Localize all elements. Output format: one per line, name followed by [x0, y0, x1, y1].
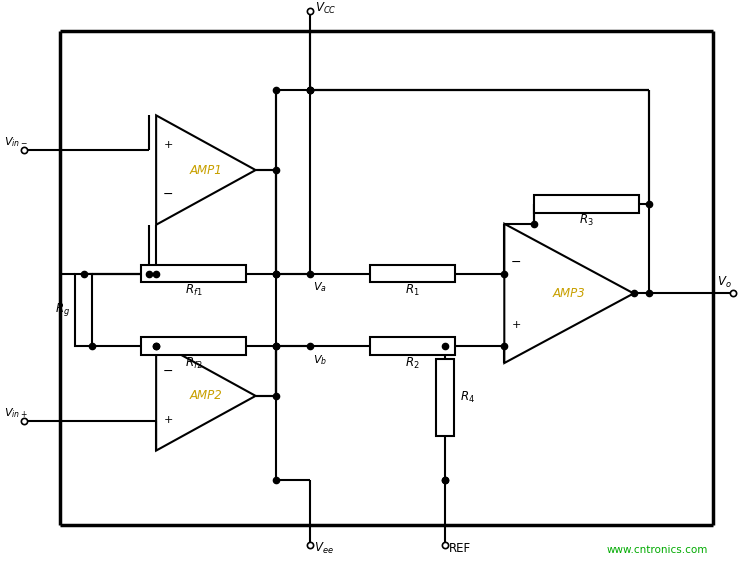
- Text: AMP2: AMP2: [189, 389, 222, 402]
- Text: $V_a$: $V_a$: [313, 280, 327, 294]
- Text: $V_b$: $V_b$: [313, 353, 327, 367]
- Text: +: +: [163, 415, 173, 425]
- Bar: [534, 195, 639, 213]
- Text: AMP1: AMP1: [189, 164, 222, 176]
- Text: REF: REF: [448, 542, 471, 555]
- Text: $R_4$: $R_4$: [460, 390, 474, 405]
- Text: $R_{f2}$: $R_{f2}$: [185, 356, 202, 370]
- Text: $V_{ee}$: $V_{ee}$: [314, 541, 334, 556]
- Text: $V_{in+}$: $V_{in+}$: [4, 406, 28, 420]
- Text: +: +: [512, 320, 521, 330]
- Bar: [370, 337, 454, 355]
- Text: $R_1$: $R_1$: [405, 283, 419, 298]
- Text: −: −: [163, 188, 173, 201]
- Text: $R_3$: $R_3$: [579, 213, 594, 228]
- Text: AMP3: AMP3: [553, 287, 586, 300]
- Text: $V_o$: $V_o$: [717, 275, 732, 290]
- Text: $V_{in-}$: $V_{in-}$: [4, 135, 28, 149]
- Bar: [141, 337, 245, 355]
- Text: −: −: [511, 256, 521, 269]
- Text: www.cntronics.com: www.cntronics.com: [606, 545, 708, 555]
- Text: +: +: [163, 140, 173, 151]
- Text: $R_{f1}$: $R_{f1}$: [185, 283, 202, 298]
- Bar: [141, 265, 245, 283]
- Bar: [436, 359, 454, 436]
- Bar: [75, 274, 93, 346]
- Bar: [370, 265, 454, 283]
- Text: $R_2$: $R_2$: [405, 356, 419, 370]
- Text: $V_{CC}$: $V_{CC}$: [316, 1, 336, 16]
- Text: −: −: [163, 365, 173, 378]
- Text: $R_g$: $R_g$: [54, 301, 69, 318]
